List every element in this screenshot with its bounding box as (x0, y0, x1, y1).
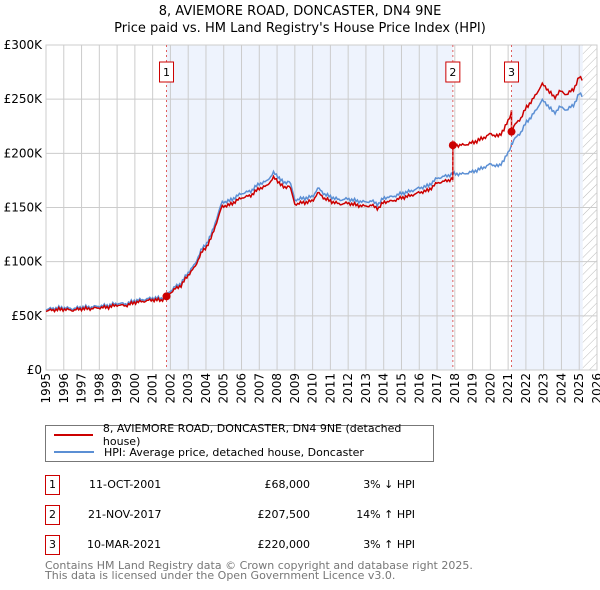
sale-label-box (445, 61, 461, 83)
x-tick-label: 2013 (359, 373, 373, 404)
x-tick-label: 2006 (235, 373, 249, 404)
x-tick-label: 2001 (146, 373, 160, 404)
x-tick-label: 1996 (57, 373, 71, 404)
price: £220,000 (257, 538, 311, 551)
x-tick-label: 2011 (323, 373, 337, 404)
chart-subtitle: Price paid vs. HM Land Registry's House … (114, 21, 486, 36)
legend-label: HPI: Average price, detached house, Donc… (104, 445, 364, 459)
x-tick-label: 1997 (75, 373, 89, 404)
hpi-line (45, 92, 583, 312)
x-tick-label: 2025 (572, 373, 586, 404)
legend: 8, AVIEMORE ROAD, DONCASTER, DN4 9NE (de… (45, 422, 434, 462)
plot-frame (45, 44, 598, 371)
hpi-diff: 14% ↑ HPI (356, 508, 415, 521)
x-tick-label: 2003 (181, 373, 195, 404)
legend-item-hpi: HPI: Average price, detached house, Donc… (54, 444, 364, 460)
x-tick-label: 2023 (537, 373, 551, 404)
x-tick-label: 2020 (483, 373, 497, 404)
y-tick-label: £200K (4, 146, 44, 160)
x-tick-label: 2009 (288, 373, 302, 404)
x-tick-label: 2012 (341, 373, 355, 404)
legend-label: 8, AVIEMORE ROAD, DONCASTER, DN4 9NE (de… (102, 422, 402, 448)
x-tick-label: 2016 (412, 373, 426, 404)
footer-copyright: Contains HM Land Registry data © Crown c… (45, 559, 473, 572)
y-tick-label: £100K (4, 255, 44, 269)
property-price-line (45, 75, 583, 314)
x-tick-label: 2026 (590, 373, 600, 404)
sale-label: 2 (449, 66, 456, 79)
x-tick-label: 2014 (377, 373, 391, 404)
x-tick-label: 2004 (199, 373, 213, 404)
marker-badge: 1 (45, 475, 60, 495)
y-tick-label: £50K (11, 309, 43, 323)
x-tick-label: 1999 (110, 373, 124, 404)
legend-swatch-blue (54, 451, 94, 453)
x-tick-label: 2019 (466, 373, 480, 404)
y-tick-label: £250K (4, 92, 44, 106)
x-tick-label: 2024 (554, 373, 568, 404)
transaction-row: 3 10-MAR-2021 £220,000 3% ↑ HPI (45, 535, 465, 555)
y-tick-label: £0 (27, 363, 42, 377)
sale-point (162, 292, 171, 301)
x-tick-label: 2007 (252, 373, 266, 404)
x-tick-label: 2000 (128, 373, 142, 404)
x-tick-label: 1995 (39, 373, 53, 404)
sale-point (507, 127, 516, 136)
price: £207,500 (257, 508, 311, 521)
transaction-row: 1 11-OCT-2001 £68,000 3% ↓ HPI (45, 475, 465, 495)
transaction-row: 2 21-NOV-2017 £207,500 14% ↑ HPI (45, 505, 465, 525)
x-tick-label: 2017 (430, 373, 444, 404)
footer-licence: This data is licensed under the Open Gov… (45, 569, 396, 582)
sale-label-box (159, 61, 175, 83)
sale-label: 1 (163, 66, 170, 79)
x-tick-label: 2021 (501, 373, 515, 404)
x-tick-label: 2018 (448, 373, 462, 404)
price-chart: 1995 1996 1997 1998 1999 2000 2001 2002 2003 2004… (4, 38, 600, 404)
marker-badge: 2 (45, 505, 60, 525)
x-tick-label: 2015 (394, 373, 408, 404)
chart-title: 8, AVIEMORE ROAD, DONCASTER, DN4 9NE (158, 4, 442, 19)
x-tick-label: 2010 (306, 373, 320, 404)
x-tick-label: 1998 (92, 373, 106, 404)
legend-swatch-red (54, 434, 93, 436)
date: 21-NOV-2017 (88, 508, 162, 521)
hpi-diff: 3% ↑ HPI (363, 538, 415, 551)
date: 11-OCT-2001 (89, 478, 162, 491)
y-tick-label: £150K (4, 201, 44, 215)
sale-label: 3 (508, 66, 515, 79)
legend-item-property: 8, AVIEMORE ROAD, DONCASTER, DN4 9NE (de… (54, 422, 433, 448)
hpi-diff: 3% ↓ HPI (363, 478, 415, 491)
sale-point (448, 141, 457, 150)
x-tick-label: 2005 (217, 373, 231, 404)
y-tick-label: £300K (4, 38, 44, 52)
marker-badge: 3 (45, 535, 60, 555)
date: 10-MAR-2021 (87, 538, 162, 551)
x-tick-label: 2002 (163, 373, 177, 404)
price: £68,000 (264, 478, 311, 491)
x-tick-label: 2008 (270, 373, 284, 404)
sale-label-box (504, 61, 520, 83)
x-tick-label: 2022 (519, 373, 533, 404)
